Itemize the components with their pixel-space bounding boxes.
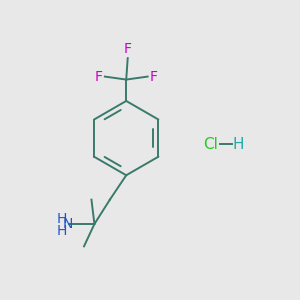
Text: F: F xyxy=(124,42,132,56)
Text: Cl: Cl xyxy=(203,136,218,152)
Text: H: H xyxy=(232,136,244,152)
Text: F: F xyxy=(150,70,158,84)
Text: F: F xyxy=(94,70,102,84)
Text: N: N xyxy=(62,217,73,231)
Text: H: H xyxy=(56,224,67,238)
Text: H: H xyxy=(56,212,67,226)
